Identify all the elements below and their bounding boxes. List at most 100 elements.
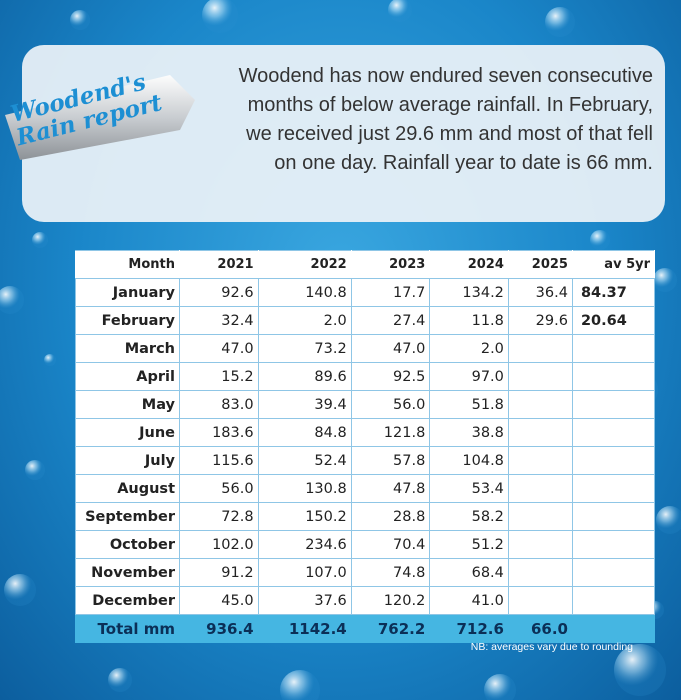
cell: 92.6	[180, 279, 259, 307]
row-label: Total mm	[76, 615, 180, 643]
cell: 130.8	[258, 475, 351, 503]
cell: 2.0	[430, 335, 509, 363]
cell	[508, 475, 572, 503]
cell: 183.6	[180, 419, 259, 447]
row-label: Month	[76, 251, 180, 279]
row-label: April	[76, 363, 180, 391]
cell: 27.4	[351, 307, 430, 335]
cell: 58.2	[430, 503, 509, 531]
cell: 17.7	[351, 279, 430, 307]
cell	[508, 391, 572, 419]
cell: 47.0	[180, 335, 259, 363]
cell: 38.8	[430, 419, 509, 447]
cell	[508, 363, 572, 391]
cell: 84.8	[258, 419, 351, 447]
cell: 91.2	[180, 559, 259, 587]
cell	[572, 447, 654, 475]
cell: 47.8	[351, 475, 430, 503]
cell: 120.2	[351, 587, 430, 615]
cell: 37.6	[258, 587, 351, 615]
cell: 102.0	[180, 531, 259, 559]
row-label: November	[76, 559, 180, 587]
cell	[508, 559, 572, 587]
cell	[508, 587, 572, 615]
cell: 2024	[430, 251, 509, 279]
row-label: September	[76, 503, 180, 531]
cell: 83.0	[180, 391, 259, 419]
cell: 15.2	[180, 363, 259, 391]
cell: 28.8	[351, 503, 430, 531]
cell: 66.0	[508, 615, 572, 643]
cell: 53.4	[430, 475, 509, 503]
cell: 73.2	[258, 335, 351, 363]
row-label: December	[76, 587, 180, 615]
cell: 68.4	[430, 559, 509, 587]
cell: 1142.4	[258, 615, 351, 643]
cell	[572, 391, 654, 419]
summary-text: Woodend has now endured seven consecutiv…	[225, 62, 653, 178]
cell: 51.2	[430, 531, 509, 559]
cell: 70.4	[351, 531, 430, 559]
cell	[508, 447, 572, 475]
cell: 39.4	[258, 391, 351, 419]
cell: 47.0	[351, 335, 430, 363]
cell	[572, 363, 654, 391]
cell	[572, 559, 654, 587]
cell: 2.0	[258, 307, 351, 335]
cell	[572, 419, 654, 447]
row-label: May	[76, 391, 180, 419]
cell: 45.0	[180, 587, 259, 615]
cell: 121.8	[351, 419, 430, 447]
cell: 51.8	[430, 391, 509, 419]
cell: 115.6	[180, 447, 259, 475]
cell: 712.6	[430, 615, 509, 643]
cell: 56.0	[180, 475, 259, 503]
cell	[572, 615, 654, 643]
cell: 74.8	[351, 559, 430, 587]
cell: 2022	[258, 251, 351, 279]
cell	[508, 503, 572, 531]
cell: 52.4	[258, 447, 351, 475]
row-label: July	[76, 447, 180, 475]
cell: 56.0	[351, 391, 430, 419]
cell: 36.4	[508, 279, 572, 307]
cell: 107.0	[258, 559, 351, 587]
row-label: June	[76, 419, 180, 447]
cell	[508, 335, 572, 363]
row-label: February	[76, 307, 180, 335]
cell	[508, 531, 572, 559]
cell	[572, 531, 654, 559]
cell: 104.8	[430, 447, 509, 475]
cell: 11.8	[430, 307, 509, 335]
cell: 41.0	[430, 587, 509, 615]
row-label: January	[76, 279, 180, 307]
cell: 89.6	[258, 363, 351, 391]
cell: 936.4	[180, 615, 259, 643]
cell	[572, 335, 654, 363]
cell: 92.5	[351, 363, 430, 391]
cell: 762.2	[351, 615, 430, 643]
cell: 20.64	[572, 307, 654, 335]
row-label: October	[76, 531, 180, 559]
cell: 84.37	[572, 279, 654, 307]
cell: av 5yr	[572, 251, 654, 279]
cell: 29.6	[508, 307, 572, 335]
cell	[572, 587, 654, 615]
cell: 2023	[351, 251, 430, 279]
cell: 234.6	[258, 531, 351, 559]
cell: 150.2	[258, 503, 351, 531]
cell: 97.0	[430, 363, 509, 391]
table-row: September72.8150.228.858.2	[76, 503, 655, 531]
table-row: Month20212022202320242025av 5yr	[76, 251, 655, 279]
